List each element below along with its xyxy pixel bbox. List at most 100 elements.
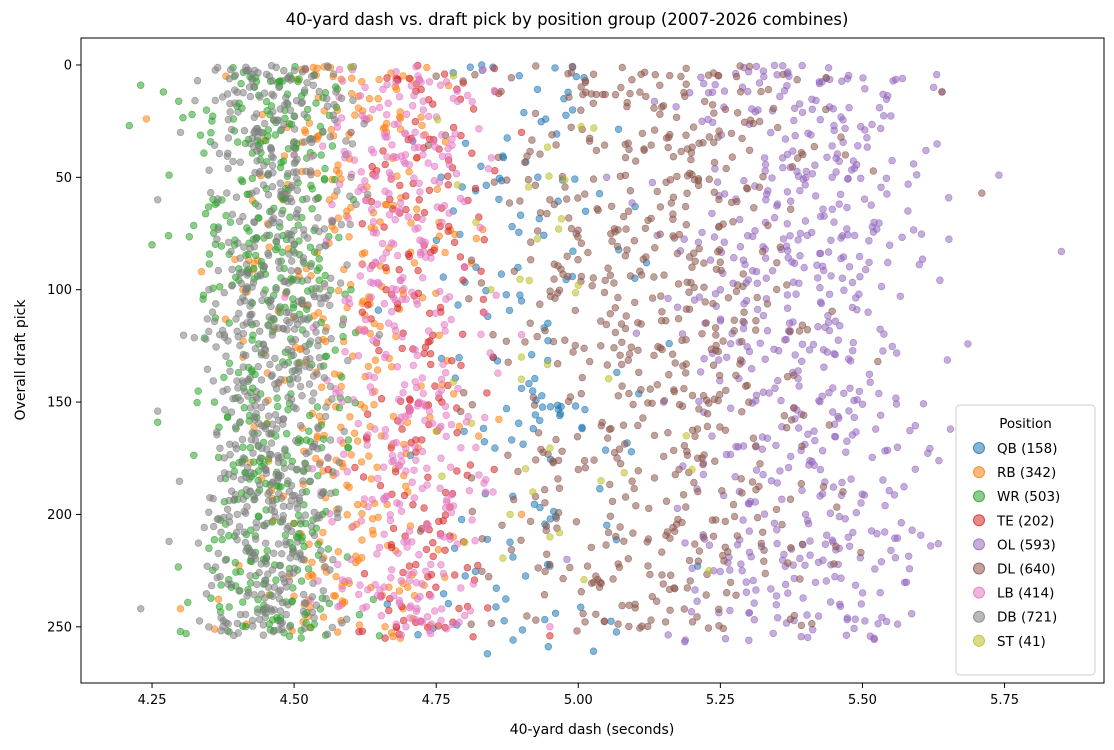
data-point-db bbox=[244, 463, 252, 472]
data-point-db bbox=[282, 610, 290, 619]
data-point-wr bbox=[302, 436, 311, 444]
data-point-ol bbox=[840, 389, 848, 397]
data-point-lb bbox=[443, 498, 451, 506]
data-point-dl bbox=[978, 189, 986, 197]
data-point-ol bbox=[784, 589, 792, 597]
data-point-te bbox=[406, 396, 414, 404]
data-point-lb bbox=[344, 576, 353, 585]
data-point-ol bbox=[797, 357, 806, 365]
data-point-te bbox=[459, 276, 467, 284]
data-point-rb bbox=[395, 587, 404, 595]
data-point-db bbox=[277, 494, 286, 502]
data-point-ol bbox=[882, 617, 891, 626]
data-point-rb bbox=[358, 510, 366, 518]
data-point-wr bbox=[300, 542, 308, 551]
data-point-lb bbox=[367, 205, 376, 214]
data-point-db bbox=[322, 594, 330, 603]
data-point-db bbox=[239, 363, 248, 371]
data-point-dl bbox=[614, 392, 622, 400]
data-point-qb bbox=[508, 222, 516, 231]
data-point-qb bbox=[556, 409, 565, 418]
data-point-db bbox=[267, 429, 275, 437]
data-point-db bbox=[248, 189, 256, 198]
data-point-rb bbox=[312, 454, 320, 463]
data-point-dl bbox=[656, 81, 664, 90]
data-point-dl bbox=[588, 282, 596, 290]
data-point-dl bbox=[640, 68, 649, 77]
data-point-rb bbox=[368, 526, 377, 535]
data-point-db bbox=[249, 449, 257, 457]
data-point-db bbox=[240, 528, 249, 536]
data-point-dl bbox=[665, 371, 673, 379]
data-point-wr bbox=[254, 595, 262, 604]
data-point-ol bbox=[898, 74, 907, 83]
data-point-rb bbox=[387, 629, 396, 637]
data-point-qb bbox=[544, 642, 552, 651]
data-point-db bbox=[308, 397, 316, 405]
data-point-dl bbox=[617, 360, 626, 369]
data-point-rb bbox=[374, 94, 382, 103]
data-point-db bbox=[231, 71, 240, 79]
data-point-db bbox=[257, 560, 265, 568]
data-point-ol bbox=[908, 526, 916, 534]
data-point-lb bbox=[413, 604, 421, 613]
data-point-lb bbox=[397, 152, 405, 160]
data-point-lb bbox=[379, 255, 387, 263]
data-point-dl bbox=[738, 489, 746, 497]
data-point-ol bbox=[891, 534, 899, 542]
data-point-dl bbox=[577, 83, 585, 91]
data-point-ol bbox=[801, 510, 810, 519]
data-point-dl bbox=[651, 70, 659, 79]
data-point-dl bbox=[709, 299, 717, 308]
data-point-dl bbox=[566, 393, 575, 401]
data-point-ol bbox=[711, 290, 720, 298]
data-point-dl bbox=[736, 62, 744, 70]
data-point-lb bbox=[407, 82, 416, 90]
data-point-ol bbox=[888, 156, 896, 165]
data-point-ol bbox=[720, 238, 728, 246]
data-point-dl bbox=[665, 133, 673, 141]
data-point-db bbox=[315, 87, 323, 96]
data-point-lb bbox=[402, 110, 411, 118]
data-point-dl bbox=[752, 443, 760, 451]
data-point-rb bbox=[434, 545, 443, 554]
data-point-db bbox=[256, 327, 264, 335]
data-point-ol bbox=[720, 190, 729, 198]
data-point-ol bbox=[697, 73, 705, 82]
data-point-wr bbox=[254, 512, 262, 520]
data-point-db bbox=[250, 243, 259, 251]
data-point-lb bbox=[393, 363, 402, 371]
data-point-db bbox=[299, 466, 308, 474]
data-point-dl bbox=[757, 87, 765, 96]
data-point-ol bbox=[810, 427, 818, 435]
data-point-dl bbox=[600, 288, 609, 297]
data-point-ol bbox=[868, 120, 876, 129]
data-point-db bbox=[256, 93, 264, 101]
data-point-dl bbox=[585, 357, 594, 366]
data-point-te bbox=[388, 543, 396, 552]
data-point-ol bbox=[812, 96, 820, 105]
data-point-dl bbox=[616, 460, 625, 468]
data-point-lb bbox=[338, 585, 346, 593]
data-point-db bbox=[257, 272, 265, 280]
data-point-lb bbox=[451, 130, 459, 138]
data-point-rb bbox=[472, 234, 481, 243]
data-point-dl bbox=[561, 336, 569, 344]
data-point-ol bbox=[877, 282, 886, 291]
data-point-dl bbox=[790, 404, 798, 412]
data-point-dl bbox=[618, 63, 626, 72]
data-point-db bbox=[284, 601, 292, 609]
data-point-te bbox=[391, 468, 400, 476]
data-point-ol bbox=[911, 465, 919, 473]
data-point-lb bbox=[481, 309, 489, 318]
data-point-rb bbox=[355, 621, 364, 629]
data-point-lb bbox=[418, 215, 426, 224]
data-point-dl bbox=[638, 129, 647, 138]
data-point-lb bbox=[336, 389, 344, 397]
data-point-ol bbox=[868, 223, 876, 231]
data-point-dl bbox=[729, 218, 737, 226]
data-point-dl bbox=[742, 382, 750, 390]
data-point-dl bbox=[739, 317, 747, 326]
data-point-db bbox=[286, 623, 294, 631]
